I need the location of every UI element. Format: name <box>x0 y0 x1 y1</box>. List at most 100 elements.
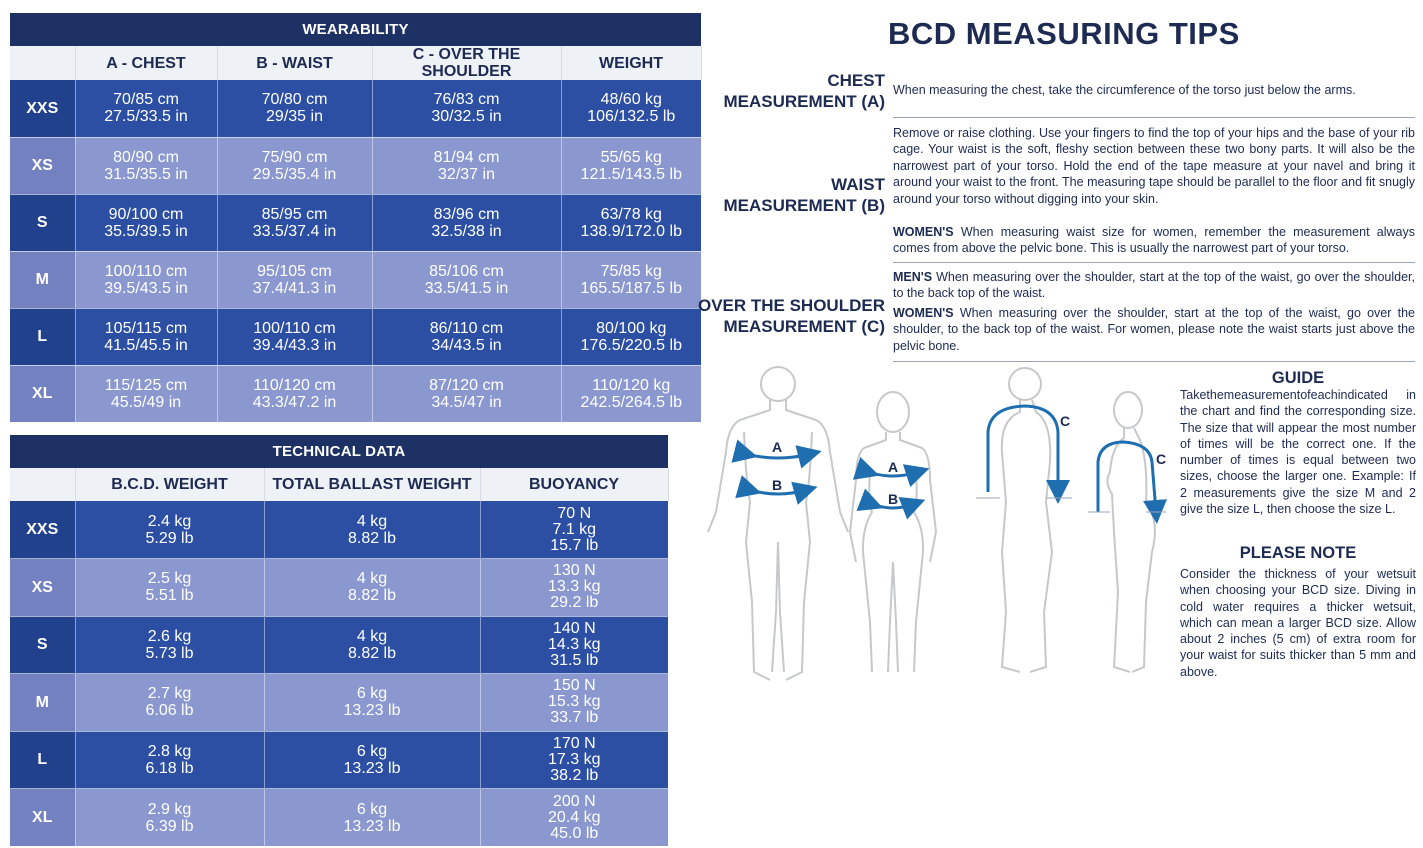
buoyancy-cell-line: 70 N <box>557 504 592 522</box>
col-header-ballast: TOTAL BALLAST WEIGHT <box>264 468 481 501</box>
bcd-weight-cell-line: 2.5 kg <box>147 570 192 588</box>
buoyancy-cell-line: 20.4 kg <box>548 808 601 826</box>
chest-label: CHEST MEASUREMENT (A) <box>700 70 886 112</box>
chest-cell-line: 41.5/45.5 in <box>104 336 188 354</box>
bcd-weight-cell-line: 5.73 lb <box>145 644 194 662</box>
buoyancy-cell-line: 200 N <box>552 792 596 810</box>
table-row: L 105/115 cm 41.5/45.5 in 100/110 cm 39.4/43… <box>10 307 702 365</box>
fig-label-b-man: B <box>772 477 782 493</box>
buoyancy-cell: 140 N 14.3 kg 31.5 lb <box>480 615 669 674</box>
size-cell: L <box>10 730 76 789</box>
woman-side-figure <box>1106 391 1156 673</box>
chest-cell: 90/100 cm 35.5/39.5 in <box>75 193 218 251</box>
shoulder-women-text: WOMEN'S When measuring over the shoulder… <box>893 305 1415 354</box>
table-row: XXS 2.4 kg 5.29 lb 4 kg 8.82 lb 70 N 7.1 kg 15.… <box>10 501 669 559</box>
table-row: M 100/110 cm 39.5/43.5 in 95/105 cm 37.4/41.… <box>10 250 702 308</box>
weight-cell-line: 121.5/143.5 lb <box>580 165 682 183</box>
size-cell: S <box>10 193 76 251</box>
weight-cell-line: 75/85 kg <box>600 262 662 280</box>
shoulder-cell-line: 81/94 cm <box>433 148 500 166</box>
shoulder-men-body: When measuring over the shoulder, start … <box>893 270 1415 301</box>
ballast-cell: 4 kg 8.82 lb <box>264 558 481 616</box>
fig-label-c-man: C <box>1060 413 1070 429</box>
shoulder-label-line1: OVER THE SHOULDER <box>697 296 885 315</box>
buoyancy-cell-line: 29.2 lb <box>550 594 599 612</box>
chest-cell: 80/90 cm 31.5/35.5 in <box>75 136 218 194</box>
baselines <box>976 497 1166 513</box>
man-front-figure <box>707 366 849 681</box>
header-blank <box>10 46 76 80</box>
size-cell: M <box>10 250 76 308</box>
chest-label-line1: CHEST <box>827 71 885 90</box>
buoyancy-cell: 150 N 15.3 kg 33.7 lb <box>480 673 669 731</box>
buoyancy-cell-line: 15.3 kg <box>548 693 601 711</box>
bcd-weight-cell-line: 6.06 lb <box>145 702 194 720</box>
ballast-cell-line: 6 kg <box>356 800 388 818</box>
waist-cell: 110/120 cm 43.3/47.2 in <box>217 364 373 422</box>
bcd-weight-cell: 2.8 kg 6.18 lb <box>75 730 265 789</box>
ballast-cell: 6 kg 13.23 lb <box>264 730 481 789</box>
bcd-weight-cell-line: 5.29 lb <box>145 529 194 547</box>
shoulder-label: OVER THE SHOULDER MEASUREMENT (C) <box>690 295 885 337</box>
table-row: XS 80/90 cm 31.5/35.5 in 75/90 cm 29.5/35.4 … <box>10 136 702 194</box>
size-cell: XS <box>10 558 76 616</box>
weight-cell-line: 138.9/172.0 lb <box>580 222 682 240</box>
weight-cell-line: 110/120 kg <box>592 376 671 394</box>
bcd-weight-cell-line: 6.39 lb <box>145 817 194 835</box>
buoyancy-cell-line: 13.3 kg <box>548 578 601 596</box>
waist-cell: 70/80 cm 29/35 in <box>217 80 373 137</box>
waist-cell-line: 37.4/41.3 in <box>252 279 337 297</box>
buoyancy-cell-line: 33.7 lb <box>550 709 599 727</box>
shoulder-cell-line: 87/120 cm <box>429 376 504 394</box>
shoulder-label-line2: MEASUREMENT (C) <box>723 317 886 336</box>
guide-title: GUIDE <box>1271 369 1325 387</box>
buoyancy-cell: 70 N 7.1 kg 15.7 lb <box>480 501 669 559</box>
note-title: PLEASE NOTE <box>1239 544 1357 562</box>
waist-cell: 75/90 cm 29.5/35.4 in <box>217 136 373 194</box>
ballast-cell: 4 kg 8.82 lb <box>264 615 481 674</box>
bcd-weight-cell: 2.4 kg 5.29 lb <box>75 501 265 559</box>
chest-cell: 105/115 cm 41.5/45.5 in <box>75 307 218 365</box>
bcd-weight-cell-line: 2.7 kg <box>147 685 192 703</box>
bcd-weight-cell-line: 2.6 kg <box>147 627 192 645</box>
shoulder-men-lead: MEN'S <box>893 270 933 284</box>
table-row: XXS 70/85 cm 27.5/33.5 in 70/80 cm 29/35 in 7… <box>10 80 702 137</box>
bcd-weight-cell: 2.6 kg 5.73 lb <box>75 615 265 674</box>
body-measurement-figures: A B A B C C <box>707 366 1168 681</box>
note-text: Consider the thickness of your wetsuit w… <box>1180 567 1416 679</box>
chest-cell-line: 90/100 cm <box>108 205 184 223</box>
size-cell: XXS <box>10 80 76 137</box>
shoulder-cell-line: 83/96 cm <box>433 205 500 223</box>
buoyancy-cell: 170 N 17.3 kg 38.2 lb <box>480 730 669 789</box>
waist-cell-line: 75/90 cm <box>261 148 328 166</box>
table-row: S 2.6 kg 5.73 lb 4 kg 8.82 lb 140 N 14.3 kg 31.… <box>10 615 669 674</box>
bcd-weight-cell-line: 6.18 lb <box>145 759 194 777</box>
col-header-bcd-weight: B.C.D. WEIGHT <box>75 468 265 501</box>
buoyancy-cell-line: 130 N <box>552 562 596 580</box>
buoyancy-cell: 200 N 20.4 kg 45.0 lb <box>480 788 669 846</box>
tips-title: BCD MEASURING TIPS <box>888 16 1240 51</box>
col-header-waist: B - WAIST <box>217 46 373 80</box>
shoulder-women-body: When measuring over the shoulder, start … <box>893 306 1415 353</box>
chest-cell: 100/110 cm 39.5/43.5 in <box>75 250 218 308</box>
shoulder-cell: 85/106 cm 33.5/41.5 in <box>372 250 562 308</box>
chest-cell: 70/85 cm 27.5/33.5 in <box>75 80 218 137</box>
weight-cell-line: 48/60 kg <box>600 91 662 109</box>
table-row: S 90/100 cm 35.5/39.5 in 85/95 cm 33.5/37.4 … <box>10 193 702 251</box>
waist-label-line2: MEASUREMENT (B) <box>723 196 886 215</box>
wearability-body: XXS 70/85 cm 27.5/33.5 in 70/80 cm 29/35 in 7… <box>10 80 702 422</box>
size-cell: M <box>10 673 76 731</box>
ballast-cell-line: 8.82 lb <box>347 587 397 605</box>
weight-cell-line: 176.5/220.5 lb <box>580 336 682 354</box>
weight-cell-line: 242.5/264.5 lb <box>580 393 682 411</box>
size-cell: S <box>10 615 76 674</box>
size-cell: L <box>10 307 76 365</box>
divider <box>893 262 1415 263</box>
weight-cell: 110/120 kg 242.5/264.5 lb <box>561 364 702 422</box>
ballast-cell-line: 8.82 lb <box>347 529 397 547</box>
bcd-weight-cell: 2.7 kg 6.06 lb <box>75 673 265 731</box>
weight-cell-line: 165.5/187.5 lb <box>580 279 682 297</box>
ballast-cell-line: 8.82 lb <box>347 644 397 662</box>
chest-cell-line: 45.5/49 in <box>110 393 182 411</box>
buoyancy-cell-line: 7.1 kg <box>552 520 597 538</box>
